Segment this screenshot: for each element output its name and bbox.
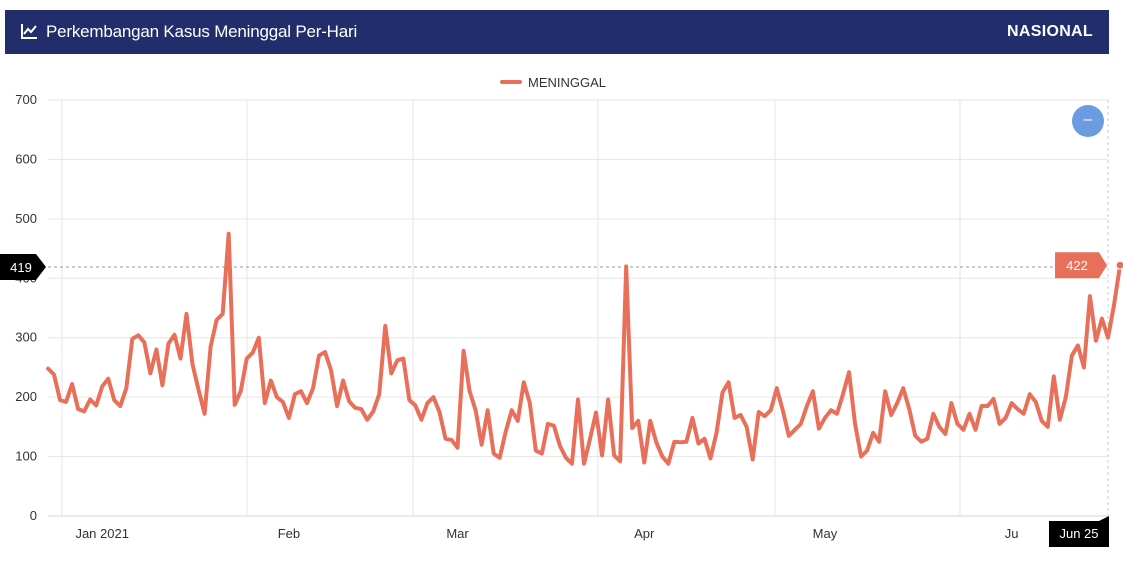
scope-label: NASIONAL [1007, 23, 1093, 40]
chart-header: Perkembangan Kasus Meninggal Per-Hari NA… [5, 10, 1109, 54]
x-tick-label: Jan 2021 [75, 526, 129, 541]
series-line-meninggal[interactable] [46, 231, 1123, 466]
x-tick-label: Mar [446, 526, 469, 541]
x-tick-label: Feb [278, 526, 300, 541]
y-crosshair-label-box [0, 253, 46, 280]
legend-item[interactable]: MENINGGAL [500, 73, 606, 91]
y-tick-label: 0 [30, 508, 37, 523]
x-tick-label: Ju [1005, 526, 1019, 541]
zoom-out-button[interactable]: – [1072, 105, 1104, 137]
y-tick-label: 600 [15, 151, 37, 166]
chart-title: Perkembangan Kasus Meninggal Per-Hari [46, 22, 358, 41]
point-value-box [1055, 252, 1107, 279]
y-tick-label: 300 [15, 330, 37, 345]
point-value-label: 422 [1066, 258, 1088, 273]
x-crosshair-label-box [1049, 516, 1109, 547]
y-crosshair-label: 419 [10, 260, 32, 275]
legend-label: MENINGGAL [528, 74, 607, 90]
y-tick-label: 500 [15, 211, 37, 226]
x-crosshair-label: Jun 25 [1059, 526, 1098, 541]
y-tick-label: 100 [15, 449, 37, 464]
line-chart-icon [21, 24, 37, 39]
y-tick-label: 200 [15, 389, 37, 404]
hover-marker[interactable] [1115, 260, 1123, 270]
minus-icon: – [1083, 111, 1093, 128]
y-tick-label: 700 [15, 92, 37, 107]
legend-swatch [500, 80, 522, 84]
x-tick-label: Apr [634, 526, 655, 541]
x-tick-label: May [813, 526, 838, 541]
